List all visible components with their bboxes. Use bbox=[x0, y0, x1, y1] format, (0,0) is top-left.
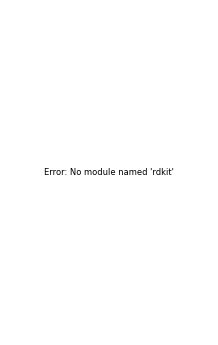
Text: Error: No module named 'rdkit': Error: No module named 'rdkit' bbox=[44, 168, 174, 177]
